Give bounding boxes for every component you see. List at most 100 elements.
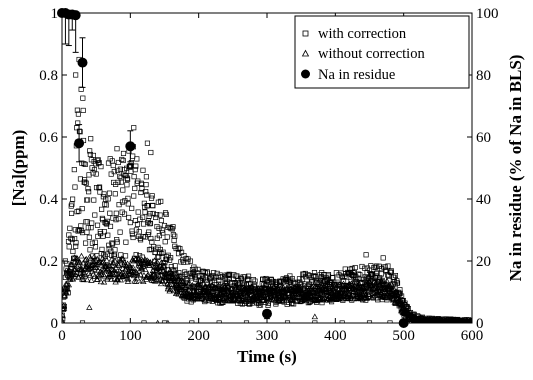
with-correction-point — [87, 247, 93, 253]
with-correction-point — [270, 295, 277, 301]
with-correction-point — [64, 283, 71, 289]
with-correction-point — [392, 273, 399, 279]
with-correction-point — [83, 219, 89, 225]
with-correction-point — [304, 288, 310, 294]
with-correction-point — [142, 209, 148, 215]
x-tick-label: 200 — [187, 328, 210, 344]
with-correction-point — [116, 257, 122, 263]
legend: with correction without correction Na in… — [294, 15, 470, 89]
without-correction-point — [75, 274, 82, 280]
with-correction-point — [71, 255, 77, 261]
with-correction-point — [118, 252, 124, 258]
with-correction-point — [172, 233, 178, 239]
without-correction-point — [140, 272, 148, 278]
with-correction-point — [62, 274, 68, 280]
with-correction-point — [195, 266, 201, 272]
with-correction-point — [363, 283, 369, 289]
with-correction-point — [125, 195, 131, 201]
with-correction-point — [381, 284, 388, 290]
legend-marker-without-correction — [301, 49, 310, 57]
with-correction-point — [386, 277, 392, 284]
with-correction-point — [113, 217, 119, 223]
with-correction-point — [153, 263, 159, 269]
without-correction-point — [96, 272, 103, 279]
residue-point — [77, 57, 88, 68]
with-correction-point — [116, 202, 122, 208]
with-correction-point — [101, 191, 107, 197]
with-correction-point — [103, 202, 109, 208]
with-correction-point — [371, 264, 377, 271]
y-tick-label-right: 60 — [476, 130, 491, 146]
with-correction-point — [183, 276, 189, 283]
without-correction-point — [79, 259, 87, 266]
with-correction-point — [252, 281, 258, 287]
with-correction-point — [393, 300, 399, 306]
with-correction-point — [115, 167, 121, 173]
with-correction-point — [226, 276, 232, 282]
with-correction-point — [285, 299, 292, 305]
with-correction-point — [123, 239, 129, 245]
without-correction-point — [85, 260, 92, 267]
plot-marks — [62, 56, 472, 323]
with-correction-point — [404, 304, 410, 310]
with-correction-point — [114, 239, 120, 245]
without-correction-point — [84, 276, 91, 283]
with-correction-point — [159, 250, 165, 257]
with-correction-point — [129, 231, 135, 237]
with-correction-point — [111, 169, 117, 175]
with-correction-point — [67, 225, 73, 231]
with-correction-point — [225, 272, 231, 278]
without-correction-point — [78, 252, 85, 259]
with-correction-point — [144, 192, 150, 198]
with-correction-point — [148, 149, 154, 156]
with-correction-point — [146, 229, 152, 235]
without-correction-point — [90, 258, 97, 265]
without-correction-point — [143, 257, 151, 263]
with-correction-point — [87, 151, 93, 158]
with-correction-point — [110, 215, 116, 221]
with-correction-point — [390, 296, 396, 302]
with-correction-point — [161, 267, 167, 273]
with-correction-point — [387, 269, 393, 275]
without-correction-point — [144, 271, 152, 277]
with-correction-point — [134, 221, 141, 227]
with-correction-point — [220, 299, 226, 305]
with-correction-point — [297, 282, 304, 288]
with-correction-point — [383, 282, 389, 288]
without-correction-point — [103, 256, 110, 263]
with-correction-point — [85, 186, 91, 192]
with-correction-point — [165, 267, 171, 273]
without-correction-point — [320, 291, 327, 298]
with-correction-point — [183, 279, 189, 286]
with-correction-point — [297, 279, 303, 285]
with-correction-point — [120, 187, 126, 193]
with-correction-point — [148, 235, 154, 242]
with-correction-point — [144, 140, 150, 146]
without-correction-point — [69, 275, 77, 282]
with-correction-point — [117, 166, 123, 172]
with-correction-point — [205, 284, 211, 290]
with-correction-point — [68, 235, 74, 241]
without-correction-point — [159, 278, 166, 285]
with-correction-point — [371, 290, 377, 296]
with-correction-point — [85, 197, 91, 203]
with-correction-point — [197, 272, 203, 279]
with-correction-point — [99, 246, 105, 252]
without-correction-point — [73, 255, 80, 262]
y-tick-label-right: 80 — [476, 68, 491, 84]
without-correction-point — [229, 297, 237, 304]
with-correction-point — [177, 274, 183, 280]
without-correction-point — [110, 271, 117, 277]
with-correction-point — [101, 229, 107, 235]
without-correction-point — [151, 257, 158, 263]
with-correction-point — [92, 244, 99, 250]
with-correction-point — [221, 289, 227, 295]
with-correction-point — [132, 185, 138, 192]
with-correction-point — [107, 223, 114, 229]
with-correction-point — [69, 210, 75, 216]
x-tick-label: 300 — [256, 328, 279, 344]
with-correction-point — [101, 252, 107, 258]
with-correction-point — [307, 295, 313, 301]
without-correction-point — [97, 278, 105, 285]
